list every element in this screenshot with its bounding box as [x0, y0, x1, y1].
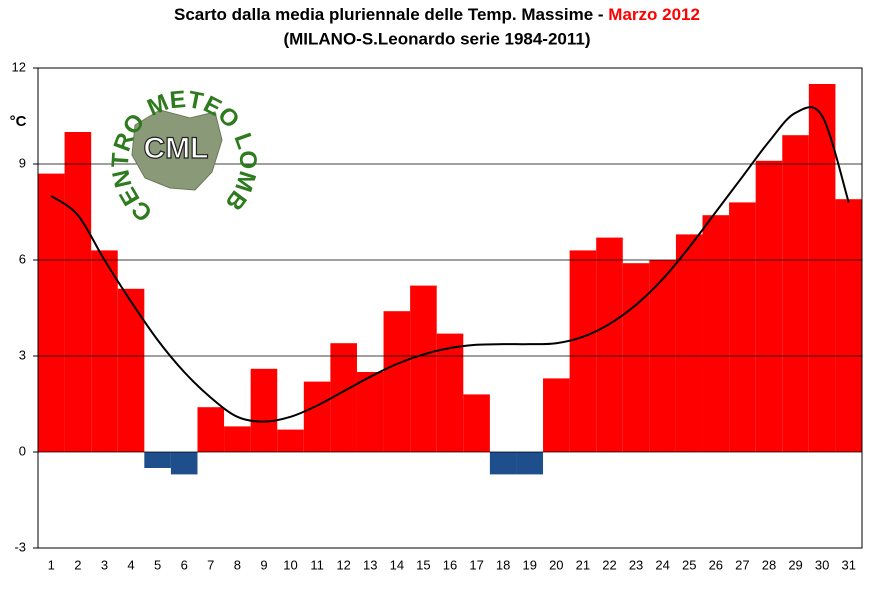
bar	[383, 311, 411, 452]
bar	[463, 394, 490, 452]
x-tick-label: 30	[815, 557, 829, 572]
bar	[64, 132, 92, 452]
bar	[569, 250, 597, 452]
y-tick-label: -3	[14, 539, 26, 554]
x-tick-label: 10	[283, 557, 297, 572]
x-tick-label: 16	[443, 557, 457, 572]
y-tick-label: 3	[19, 347, 26, 362]
bar	[782, 135, 809, 452]
chart-title: Scarto dalla media pluriennale delle Tem…	[174, 5, 700, 24]
bar	[224, 426, 251, 452]
title-main: Scarto dalla media pluriennale delle Tem…	[174, 5, 608, 24]
x-tick-label: 17	[469, 557, 483, 572]
x-tick-label: 5	[154, 557, 161, 572]
x-tick-label: 28	[762, 557, 776, 572]
bar	[38, 173, 65, 452]
logo-shape	[131, 109, 223, 191]
bar	[330, 343, 357, 452]
x-tick-label: 19	[523, 557, 537, 572]
x-tick-label: 4	[127, 557, 134, 572]
x-tick-label: 3	[101, 557, 108, 572]
x-tick-label: 24	[655, 557, 669, 572]
bar	[808, 84, 836, 452]
x-tick-label: 9	[260, 557, 267, 572]
bar	[170, 452, 198, 475]
y-tick-label: 12	[12, 59, 26, 74]
trend-line	[50, 106, 850, 423]
bar	[436, 333, 464, 452]
bar	[516, 452, 544, 475]
y-axis-label: °C	[10, 113, 27, 130]
bar	[144, 452, 171, 468]
y-tick-label: 0	[19, 443, 26, 458]
logo-abbr: CML	[144, 132, 209, 165]
chart-subtitle: (MILANO-S.Leonardo serie 1984-2011)	[283, 29, 590, 48]
bar	[410, 285, 437, 452]
bar	[277, 429, 304, 452]
x-tick-label: 29	[788, 557, 802, 572]
bar	[543, 378, 570, 452]
plot-frame	[37, 67, 863, 549]
x-tick-label: 22	[602, 557, 616, 572]
bar	[675, 234, 703, 452]
title-highlight: Marzo 2012	[608, 5, 700, 24]
x-tick-label: 14	[390, 557, 404, 572]
x-tick-label: 11	[310, 557, 324, 572]
bar	[91, 250, 118, 452]
x-tick-label: 18	[496, 557, 510, 572]
bar	[117, 288, 145, 452]
bar	[622, 263, 650, 452]
x-tick-label: 8	[234, 557, 241, 572]
bar	[250, 368, 278, 452]
bar	[356, 372, 384, 452]
bar	[596, 237, 623, 452]
bar	[197, 407, 225, 452]
x-tick-label: 12	[336, 557, 350, 572]
bar	[835, 199, 862, 452]
x-tick-label: 21	[576, 557, 590, 572]
bar	[755, 160, 783, 453]
x-tick-label: 23	[629, 557, 643, 572]
bar	[489, 452, 517, 475]
y-tick-label: 6	[19, 251, 26, 266]
x-tick-label: 7	[207, 557, 214, 572]
x-tick-label: 27	[735, 557, 749, 572]
x-tick-label: 13	[363, 557, 377, 572]
x-tick-label: 31	[841, 557, 855, 572]
x-tick-label: 25	[682, 557, 696, 572]
bar	[303, 381, 331, 452]
x-tick-label: 15	[416, 557, 430, 572]
x-tick-label: 20	[549, 557, 563, 572]
x-tick-label: 1	[48, 557, 55, 572]
bar	[702, 215, 730, 452]
x-tick-label: 6	[181, 557, 188, 572]
x-tick-label: 26	[709, 557, 723, 572]
x-tick-label: 2	[74, 557, 81, 572]
bar	[729, 202, 756, 452]
y-tick-label: 9	[19, 155, 26, 170]
